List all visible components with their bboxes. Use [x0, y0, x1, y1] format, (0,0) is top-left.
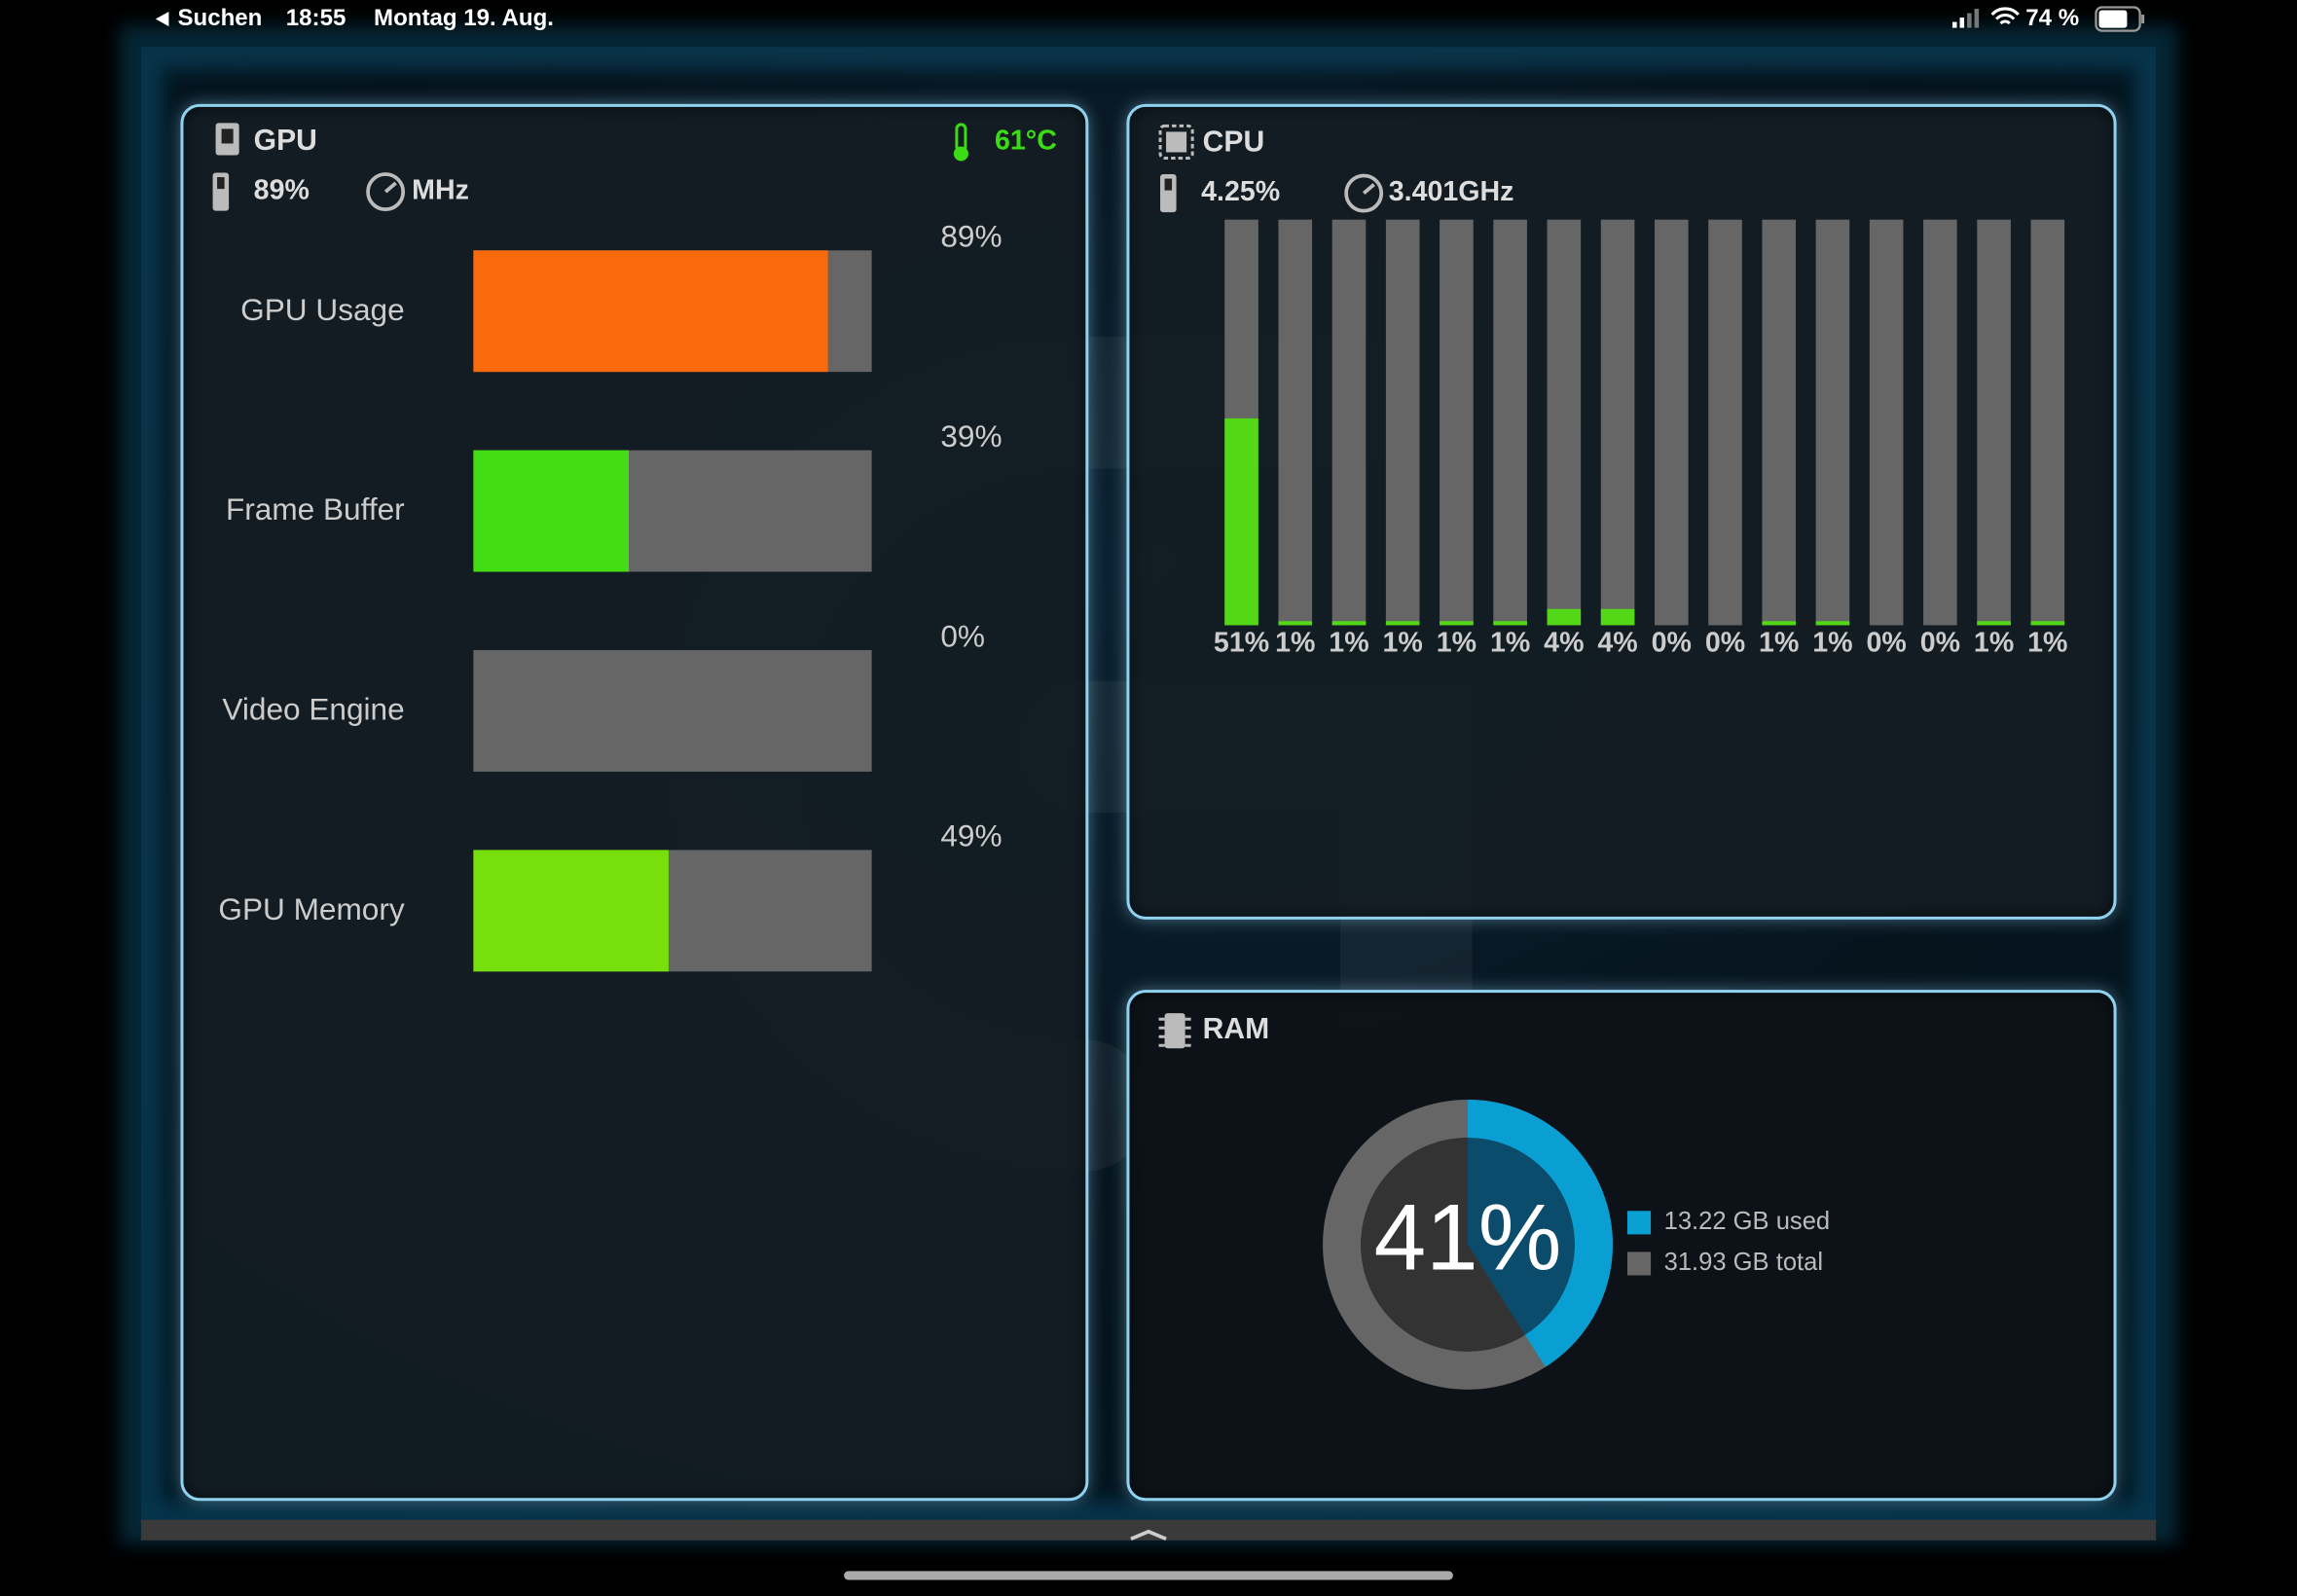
core-track	[1708, 219, 1742, 626]
core-track	[1440, 219, 1474, 626]
core-label: 1%	[2027, 628, 2067, 659]
core-bar	[2030, 621, 2065, 626]
bar-label: GPU Usage	[240, 292, 404, 327]
inner-used	[1468, 1138, 1575, 1335]
core-label: 1%	[1329, 628, 1368, 659]
core-track	[1762, 219, 1797, 626]
back-link[interactable]: Suchen	[177, 5, 262, 31]
core-track	[2030, 219, 2065, 626]
core-label: 1%	[1759, 628, 1799, 659]
core-track	[1654, 219, 1689, 626]
core-bar	[1815, 621, 1850, 626]
legend-swatch	[1627, 1211, 1652, 1235]
cpu-usage: 4.25%	[1201, 176, 1280, 207]
core-label: 1%	[1490, 628, 1530, 659]
date: Montag 19. Aug.	[374, 5, 554, 31]
load-icon	[212, 172, 230, 211]
core-track	[1385, 219, 1420, 626]
bar-value-label: 49%	[940, 818, 1002, 853]
gpu-icon	[215, 123, 239, 156]
bar-track	[473, 650, 872, 772]
bar-value-label: 89%	[940, 219, 1002, 254]
time: 18:55	[286, 5, 346, 31]
bar	[473, 850, 669, 972]
cpu-clock: 3.401GHz	[1389, 176, 1514, 207]
core-label: 1%	[1974, 628, 2014, 659]
bar-value-label: 0%	[940, 618, 985, 653]
cpu-title: CPU	[1203, 126, 1265, 158]
bar-label: Video Engine	[222, 692, 404, 727]
core-bar	[1278, 621, 1313, 626]
core-bar	[1493, 621, 1527, 626]
legend-label: 31.93 GB total	[1664, 1249, 1823, 1276]
core-label: 4%	[1544, 628, 1584, 659]
bar	[473, 250, 828, 373]
core-label: 0%	[1920, 628, 1960, 659]
ram-title: RAM	[1203, 1013, 1270, 1045]
battery-level	[2098, 10, 2128, 28]
wifi-icon	[1990, 7, 2020, 25]
ram-panel	[1126, 990, 2117, 1502]
core-track	[1600, 219, 1635, 626]
thermometer-icon	[953, 123, 968, 162]
core-bar	[1547, 608, 1582, 626]
battery-label: 74 %	[2025, 5, 2079, 31]
battery-tip	[2141, 15, 2145, 24]
core-label: 1%	[1437, 628, 1477, 659]
bar-label: Frame Buffer	[226, 491, 405, 526]
ram-percent: 41%	[1374, 1185, 1562, 1289]
signal-icon	[1952, 9, 1980, 28]
ring-used	[1468, 1099, 1613, 1367]
gpu-clock: MHz	[412, 175, 469, 206]
core-label: 1%	[1812, 628, 1852, 659]
ram-icon	[1158, 1013, 1191, 1049]
battery-frame	[2095, 6, 2141, 32]
core-bar	[1224, 417, 1258, 626]
gpu-temperature: 61°C	[995, 125, 1057, 156]
core-bar	[1762, 621, 1797, 626]
gpu-usage: 89%	[254, 175, 310, 206]
expand-chevron[interactable]	[1130, 1529, 1167, 1542]
clock-icon	[366, 172, 406, 212]
core-label: 0%	[1705, 628, 1745, 659]
core-bar	[1385, 621, 1420, 626]
legend-label: 13.22 GB used	[1664, 1208, 1831, 1235]
legend-swatch	[1627, 1251, 1652, 1276]
core-track	[1493, 219, 1527, 626]
core-track	[1331, 219, 1367, 626]
bar-value-label: 39%	[940, 418, 1002, 453]
core-bar	[1977, 621, 2011, 626]
core-label: 51%	[1214, 628, 1269, 659]
back-arrow[interactable]	[155, 12, 169, 27]
core-bar	[1440, 621, 1474, 626]
core-bar	[1600, 608, 1635, 626]
clock-icon	[1344, 173, 1384, 213]
core-label: 1%	[1275, 628, 1315, 659]
bar	[473, 450, 629, 572]
core-label: 4%	[1597, 628, 1637, 659]
load-icon	[1160, 174, 1177, 213]
core-track	[1547, 219, 1582, 626]
core-track	[1815, 219, 1850, 626]
cpu-icon	[1158, 124, 1194, 160]
core-track	[1869, 219, 1904, 626]
core-track	[1278, 219, 1313, 626]
gpu-title: GPU	[254, 125, 317, 157]
core-label: 0%	[1652, 628, 1692, 659]
core-bar	[1331, 621, 1367, 626]
bar-label: GPU Memory	[218, 891, 404, 926]
home-indicator[interactable]	[844, 1571, 1453, 1580]
core-label: 1%	[1383, 628, 1423, 659]
core-track	[1977, 219, 2011, 626]
core-label: 0%	[1867, 628, 1907, 659]
core-track	[1923, 219, 1957, 626]
